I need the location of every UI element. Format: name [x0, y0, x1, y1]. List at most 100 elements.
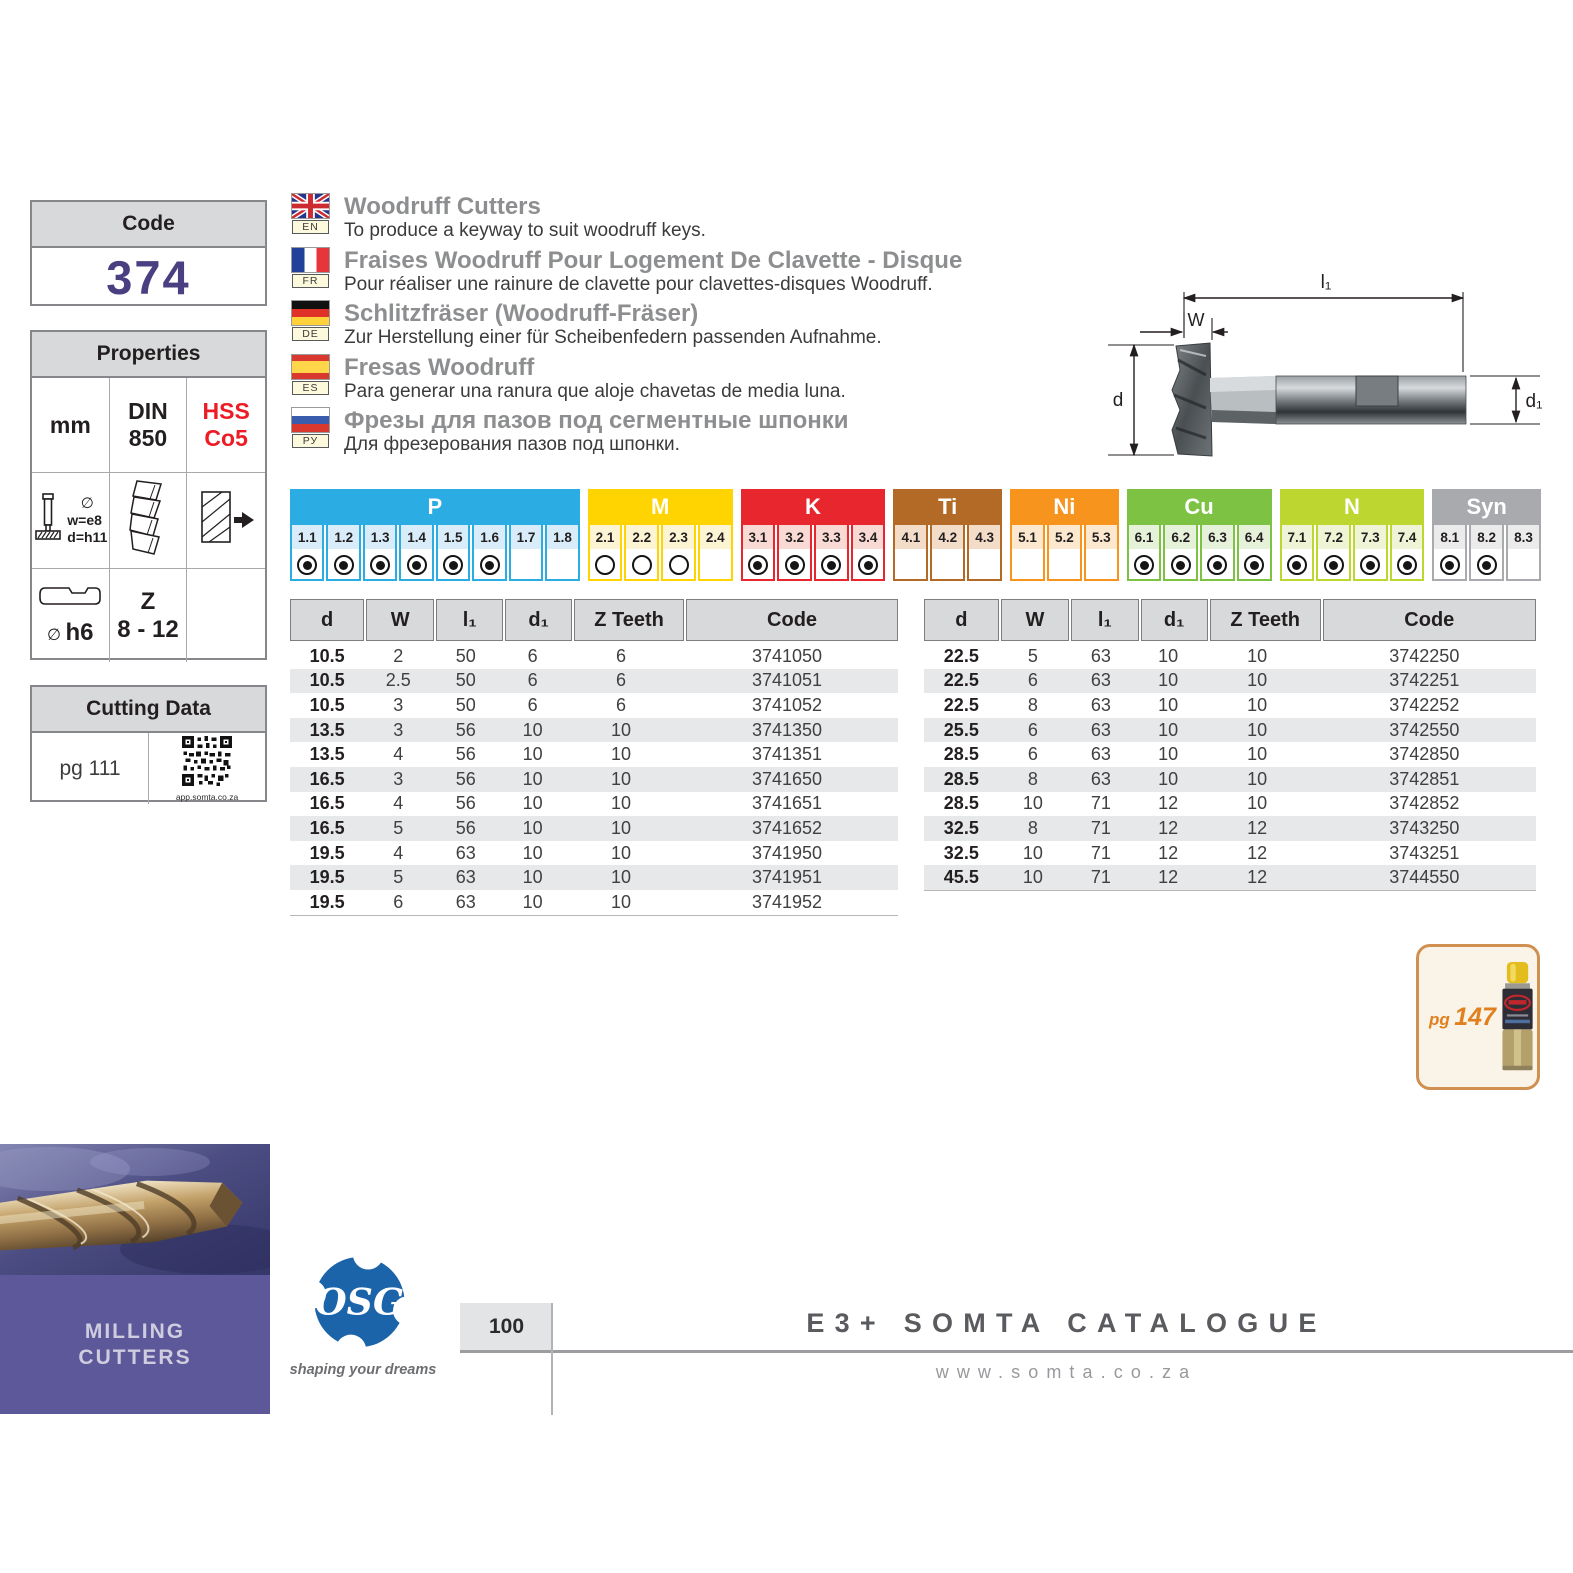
material-cell-3.1: 3.1 — [740, 525, 776, 581]
category-label-box: MILLING CUTTERS — [0, 1275, 270, 1414]
table-row: 19.5 4 63 10 10 3741950 — [290, 841, 898, 866]
property-key-tolerance: ∅ h6 — [32, 569, 110, 662]
material-cell-2.3: 2.3 — [661, 525, 696, 581]
table-cell: 22.5 — [943, 645, 979, 666]
column-header: d — [924, 599, 999, 641]
material-cell-label: 1.4 — [401, 525, 432, 551]
cutting-data-box: Cutting Data pg 111 — [30, 685, 267, 804]
table-cell: 10 — [522, 719, 543, 740]
table-cell: 10 — [1158, 645, 1179, 666]
material-cell-label: 6.4 — [1238, 525, 1270, 551]
column-header: W — [1000, 599, 1070, 641]
property-unit: mm — [32, 378, 110, 473]
spray-can-image — [1502, 961, 1533, 1071]
table-cell: 16.5 — [309, 793, 345, 814]
material-cell-3.4: 3.4 — [850, 525, 886, 581]
table-cell: 3743250 — [1389, 817, 1460, 838]
table-cell: 6 — [616, 645, 627, 666]
table-cell: 56 — [455, 768, 476, 789]
table-cell: 8 — [1027, 817, 1038, 838]
table-cell: 5 — [1027, 645, 1038, 666]
page-ref-text: pg 147 — [1429, 1002, 1496, 1031]
material-cell-label: 3.2 — [779, 525, 810, 551]
material-cell-label: 5.3 — [1085, 525, 1117, 551]
cutting-data-page-ref: pg 111 — [32, 733, 149, 804]
suitability-filled-icon — [821, 555, 842, 575]
code-box: Code 374 — [30, 200, 267, 306]
material-cell-label: 7.2 — [1318, 525, 1349, 551]
material-cell-6.3: 6.3 — [1200, 525, 1235, 581]
table-cell: 56 — [455, 744, 476, 765]
code-value: 374 — [106, 250, 191, 304]
material-cell-label: 1.7 — [510, 525, 542, 551]
table-cell: 10.5 — [309, 694, 345, 715]
table-row: 10.5 2.5 50 6 6 3741051 — [290, 668, 898, 694]
lang-title: Fraises Woodruff Pour Logement De Clavet… — [344, 246, 963, 274]
teeth-label: Z — [140, 587, 156, 615]
table-cell: 3741050 — [751, 645, 823, 666]
table-cell: 2 — [393, 645, 404, 666]
table-cell: 71 — [1090, 867, 1111, 888]
material-cell-1.2: 1.2 — [326, 525, 361, 581]
column-header: Z Teeth — [574, 599, 685, 641]
diameter-symbol: ∅ — [80, 495, 94, 512]
table-cell: 3742250 — [1389, 645, 1460, 666]
table-cell: 63 — [455, 842, 476, 863]
table-cell: 32.5 — [943, 817, 979, 838]
table-cell: 10.5 — [309, 645, 345, 666]
table-row: 32.5 8 71 12 12 3743250 — [924, 816, 1536, 841]
table-cell: 10 — [611, 768, 632, 789]
suitability-filled-icon — [747, 555, 768, 575]
material-cell-label: 5.2 — [1048, 525, 1080, 551]
table-cell: 19.5 — [309, 842, 345, 863]
table-row: 25.5 6 63 10 10 3742550 — [924, 717, 1536, 743]
technical-drawing: l₁ W d d₁ — [1088, 250, 1568, 472]
key-tolerance-value: h6 — [65, 619, 94, 646]
table-cell: 4 — [393, 842, 404, 863]
table-cell: 32.5 — [943, 842, 979, 863]
spain-flag-icon — [292, 354, 329, 379]
table-cell: 19.5 — [309, 867, 345, 888]
table-cell: 10 — [1158, 670, 1179, 691]
qr-caption: app.somta.co.za — [175, 791, 239, 802]
material-cell-3.3: 3.3 — [813, 525, 849, 581]
material-cell-label: 2.2 — [626, 525, 658, 551]
table-cell: 5 — [393, 817, 404, 838]
lang-code: РУ — [292, 434, 329, 448]
table-cell: 3741650 — [751, 768, 823, 789]
lang-description: Для фрезерования пазов под шпонки. — [344, 434, 680, 455]
table-cell: 3741051 — [751, 670, 823, 691]
material-cell-label: 7.4 — [1391, 525, 1423, 551]
material-cell-4.2: 4.2 — [930, 525, 966, 581]
table-cell: 10 — [1247, 744, 1268, 765]
property-teeth-count: Z 8 - 12 — [110, 569, 188, 662]
table-row: 28.5 10 71 12 10 3742852 — [924, 792, 1536, 817]
material-cell-label: 2.1 — [589, 525, 621, 551]
table-cell: 6 — [527, 645, 538, 666]
lang-title: Fresas Woodruff — [344, 353, 535, 381]
table-cell: 6 — [527, 670, 538, 691]
table-cell: 5 — [393, 867, 404, 888]
material-cell-label: 3.3 — [815, 525, 847, 551]
table-cell: 50 — [455, 670, 476, 691]
teeth-range: 8 - 12 — [117, 615, 179, 643]
table-cell: 56 — [455, 817, 476, 838]
table-cell: 3741951 — [751, 867, 823, 888]
dim-w-label: W — [1188, 310, 1205, 330]
table-cell: 28.5 — [943, 793, 979, 814]
dim-d1-label: d₁ — [1526, 391, 1543, 412]
table-cell: 2.5 — [385, 670, 411, 691]
table-cell: 13.5 — [309, 719, 345, 740]
table-cell: 19.5 — [309, 891, 345, 912]
table-cell: 10 — [611, 744, 632, 765]
suitability-filled-icon — [1360, 555, 1381, 575]
table-cell: 12 — [1158, 817, 1179, 838]
lang-row-es: ES Fresas Woodruff Para generar una ranu… — [292, 353, 1032, 409]
table-cell: 3 — [393, 768, 404, 789]
table-cell: 3741952 — [751, 891, 823, 912]
table-cell: 4 — [393, 793, 404, 814]
material-cell-1.3: 1.3 — [362, 525, 398, 581]
material-cell-2.1: 2.1 — [587, 525, 623, 581]
table-cell: 6 — [1027, 744, 1038, 765]
suitability-filled-icon — [1476, 555, 1497, 575]
